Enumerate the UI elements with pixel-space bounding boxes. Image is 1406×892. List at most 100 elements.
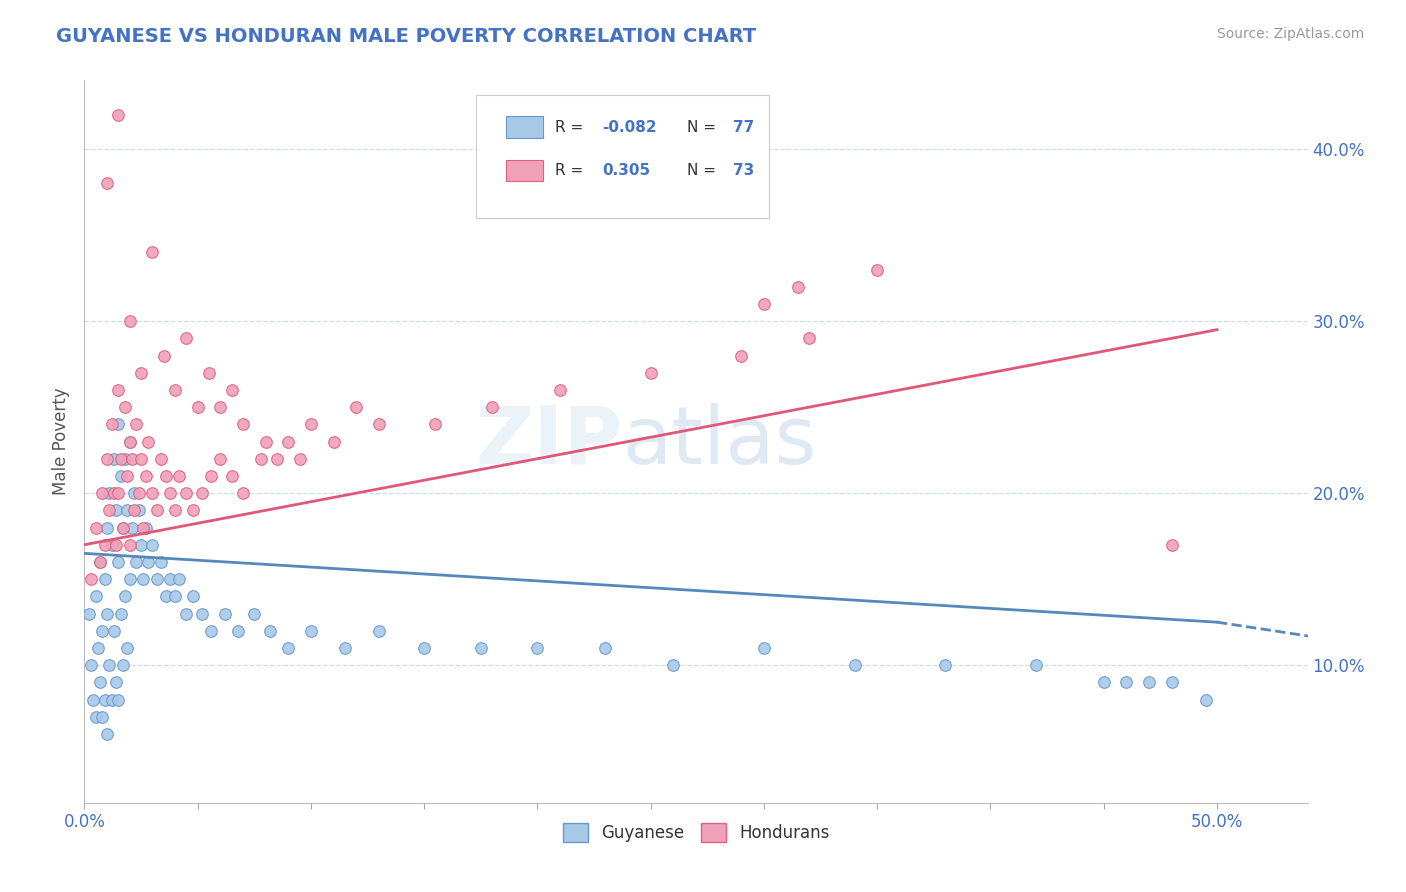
Point — [114, 400, 136, 414]
Point — [163, 503, 186, 517]
Text: R =: R = — [555, 163, 593, 178]
Point — [105, 675, 128, 690]
Point — [105, 538, 128, 552]
Point — [136, 555, 159, 569]
Point — [129, 451, 152, 466]
Point — [198, 366, 221, 380]
Point — [111, 520, 134, 534]
Point — [155, 590, 177, 604]
Point — [129, 366, 152, 380]
Point — [132, 572, 155, 586]
Point — [107, 692, 129, 706]
Point — [1092, 675, 1115, 690]
Point — [128, 503, 150, 517]
Point — [122, 486, 145, 500]
Text: GUYANESE VS HONDURAN MALE POVERTY CORRELATION CHART: GUYANESE VS HONDURAN MALE POVERTY CORREL… — [56, 27, 756, 45]
Point — [96, 520, 118, 534]
Point — [640, 366, 662, 380]
Point — [122, 503, 145, 517]
Point — [118, 572, 141, 586]
Point — [82, 692, 104, 706]
Point — [135, 469, 157, 483]
Point — [163, 590, 186, 604]
Text: 73: 73 — [733, 163, 754, 178]
Point — [344, 400, 367, 414]
Point — [111, 658, 134, 673]
Point — [730, 349, 752, 363]
Point — [114, 451, 136, 466]
Text: R =: R = — [555, 120, 589, 135]
Point — [117, 469, 139, 483]
Point — [107, 383, 129, 397]
Text: 77: 77 — [733, 120, 754, 135]
Legend: Guyanese, Hondurans: Guyanese, Hondurans — [555, 816, 837, 848]
Y-axis label: Male Poverty: Male Poverty — [52, 388, 70, 495]
Point — [91, 486, 114, 500]
Point — [93, 538, 115, 552]
Point — [169, 572, 191, 586]
Text: ZIP: ZIP — [475, 402, 623, 481]
Point — [163, 383, 186, 397]
Point — [934, 658, 956, 673]
Point — [84, 590, 107, 604]
Point — [98, 503, 121, 517]
Point — [259, 624, 281, 638]
Point — [96, 177, 118, 191]
Point — [169, 469, 191, 483]
Point — [150, 451, 173, 466]
Point — [228, 624, 250, 638]
Point — [209, 451, 232, 466]
Point — [844, 658, 866, 673]
Point — [200, 624, 222, 638]
Point — [121, 520, 143, 534]
Point — [526, 640, 548, 655]
Point — [159, 572, 181, 586]
Bar — [506, 116, 543, 138]
Point — [322, 434, 344, 449]
Point — [80, 572, 103, 586]
Point — [200, 469, 222, 483]
Point — [787, 279, 810, 293]
Point — [125, 417, 148, 432]
Point — [118, 434, 141, 449]
Point — [799, 331, 821, 345]
Point — [413, 640, 436, 655]
Point — [155, 469, 177, 483]
Point — [277, 640, 299, 655]
Point — [121, 451, 143, 466]
Point — [333, 640, 356, 655]
Point — [150, 555, 173, 569]
Point — [277, 434, 299, 449]
Point — [1160, 675, 1182, 690]
Point — [548, 383, 571, 397]
Point — [174, 486, 197, 500]
Bar — [506, 160, 543, 181]
Point — [243, 607, 266, 621]
Point — [299, 417, 322, 432]
Point — [146, 503, 169, 517]
Point — [254, 434, 277, 449]
Point — [232, 417, 254, 432]
Text: atlas: atlas — [623, 402, 817, 481]
Point — [866, 262, 889, 277]
Point — [110, 607, 132, 621]
Point — [181, 590, 204, 604]
Point — [141, 486, 163, 500]
Point — [125, 555, 148, 569]
Point — [136, 434, 159, 449]
Point — [367, 417, 389, 432]
Point — [662, 658, 685, 673]
Text: N =: N = — [688, 120, 721, 135]
Point — [174, 607, 197, 621]
Point — [232, 486, 254, 500]
Point — [481, 400, 503, 414]
Point — [1160, 538, 1182, 552]
Point — [1115, 675, 1137, 690]
Point — [111, 520, 134, 534]
Point — [84, 520, 107, 534]
Point — [91, 624, 114, 638]
Point — [470, 640, 492, 655]
Point — [107, 555, 129, 569]
Text: 0.305: 0.305 — [602, 163, 650, 178]
Point — [96, 451, 118, 466]
